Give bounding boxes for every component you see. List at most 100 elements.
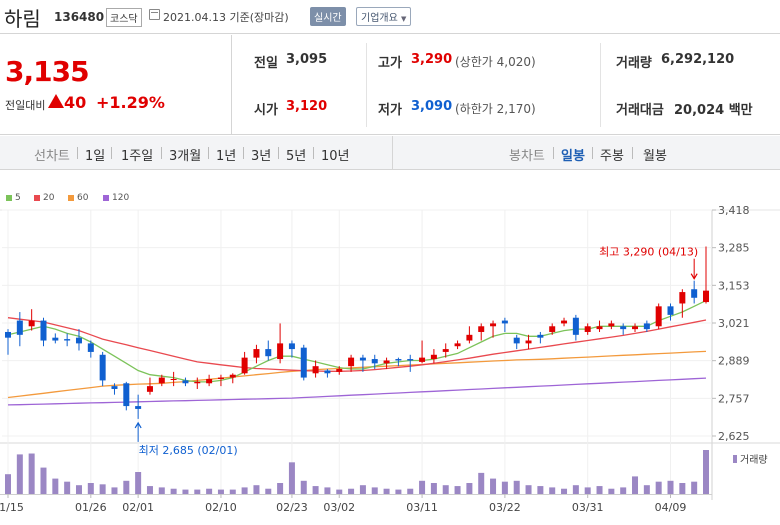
legend-swatch xyxy=(34,194,40,201)
volume-bar xyxy=(561,488,568,494)
candle-body xyxy=(430,354,437,360)
candle-body xyxy=(608,323,615,327)
period-1d-button[interactable]: 1일 xyxy=(85,149,106,164)
volume-bar xyxy=(87,483,94,494)
change-value: 40 xyxy=(64,93,87,112)
change-rate: +1.29% xyxy=(96,93,165,112)
candle-body xyxy=(359,357,366,361)
max-annotation: 최고 3,290 (04/13) xyxy=(599,246,698,259)
separator xyxy=(632,147,633,159)
candle-body xyxy=(395,359,402,361)
volume-bar xyxy=(383,488,390,494)
volume-bar xyxy=(359,485,366,494)
candle-body xyxy=(5,331,11,338)
volume-bar xyxy=(620,487,627,494)
separator xyxy=(208,147,209,159)
candle-body xyxy=(40,320,47,341)
current-price: 3,135 xyxy=(5,55,90,88)
candle-body xyxy=(643,323,650,330)
realtime-button[interactable]: 실시간 xyxy=(310,7,346,26)
candle-daily-button[interactable]: 일봉 xyxy=(561,149,585,164)
x-tick-label: 02/10 xyxy=(205,501,237,514)
volume-bar xyxy=(584,487,591,494)
candle-body xyxy=(123,383,130,407)
period-3m-button[interactable]: 3개월 xyxy=(169,149,202,164)
volume-bar xyxy=(64,481,71,494)
candle-body xyxy=(703,290,709,303)
up-arrow-icon xyxy=(48,94,64,108)
volume-bar xyxy=(170,488,177,494)
volume-bar xyxy=(241,487,248,494)
candle-weekly-button[interactable]: 주봉 xyxy=(600,149,624,164)
prev-close-value: 3,095 xyxy=(286,52,328,67)
volume-bar xyxy=(466,483,473,494)
high-label: 고가 xyxy=(378,56,402,71)
candle-body xyxy=(537,334,544,338)
candle-body xyxy=(419,357,426,362)
x-tick-label: 01/26 xyxy=(75,501,107,514)
price-box: 3,135 전일대비 40 +1.29% xyxy=(0,35,232,135)
candle-body xyxy=(288,343,295,350)
volume-bar xyxy=(300,480,307,494)
caret-down-icon: ▼ xyxy=(401,15,407,23)
volume-bar xyxy=(277,483,284,494)
candle-body xyxy=(135,406,142,409)
volume-bar xyxy=(135,472,142,494)
legend-label: 120 xyxy=(112,193,130,203)
volume-bar xyxy=(182,489,189,494)
candle-monthly-button[interactable]: 월봉 xyxy=(643,149,667,164)
separator xyxy=(553,147,554,159)
y-tick-label: 3,153 xyxy=(718,279,750,292)
candle-body xyxy=(146,386,153,392)
legend-swatch xyxy=(103,194,109,201)
max-arrow-icon xyxy=(690,273,698,280)
candle-body xyxy=(549,326,556,332)
volume-bar xyxy=(52,478,59,494)
candle-body xyxy=(182,380,189,384)
candle-body xyxy=(348,357,355,367)
y-tick-label: 2,889 xyxy=(718,355,750,368)
stock-name: 하림 xyxy=(4,7,41,31)
candle-body xyxy=(229,374,236,378)
period-1w-button[interactable]: 1주일 xyxy=(121,149,154,164)
candle-body xyxy=(691,289,698,298)
candle-body xyxy=(324,370,331,374)
candle-body xyxy=(300,347,307,378)
base-date: 2021.04.13 기준(장마감) xyxy=(163,11,289,24)
volume-bar xyxy=(28,453,35,494)
company-overview-button[interactable]: 기업개요 ▼ xyxy=(356,7,412,26)
candle-body xyxy=(16,320,23,335)
company-overview-label: 기업개요 xyxy=(361,13,398,24)
volume-bar xyxy=(632,476,639,494)
legend-swatch xyxy=(68,194,74,201)
candle-body xyxy=(312,366,319,374)
volume-bar xyxy=(40,467,47,494)
volume-bar xyxy=(537,486,544,494)
volume-bar xyxy=(5,474,11,494)
candle-body xyxy=(217,377,224,380)
period-3y-button[interactable]: 3년 xyxy=(251,149,272,164)
separator xyxy=(243,147,244,159)
volume-bar xyxy=(324,487,331,494)
volume-bar xyxy=(572,485,579,494)
candle-body xyxy=(336,369,343,372)
low-label: 저가 xyxy=(378,103,402,118)
volume-bar xyxy=(99,484,106,494)
stock-code: 136480 xyxy=(54,10,105,24)
period-10y-button[interactable]: 10년 xyxy=(321,149,350,164)
volume-bar xyxy=(442,485,449,494)
volume-bar xyxy=(158,487,165,494)
candle-body xyxy=(277,343,284,360)
candle-body xyxy=(194,381,201,384)
x-tick-label: 02/01 xyxy=(122,501,154,514)
prev-close-label: 전일 xyxy=(254,56,278,71)
line-chart-label: 선차트 xyxy=(34,149,70,164)
x-tick-label: 03/31 xyxy=(572,501,604,514)
candle-body xyxy=(383,360,390,364)
period-1y-button[interactable]: 1년 xyxy=(216,149,237,164)
candle-body xyxy=(632,326,639,330)
volume-bar xyxy=(371,487,378,494)
period-5y-button[interactable]: 5년 xyxy=(286,149,307,164)
open-value: 3,120 xyxy=(286,99,328,114)
